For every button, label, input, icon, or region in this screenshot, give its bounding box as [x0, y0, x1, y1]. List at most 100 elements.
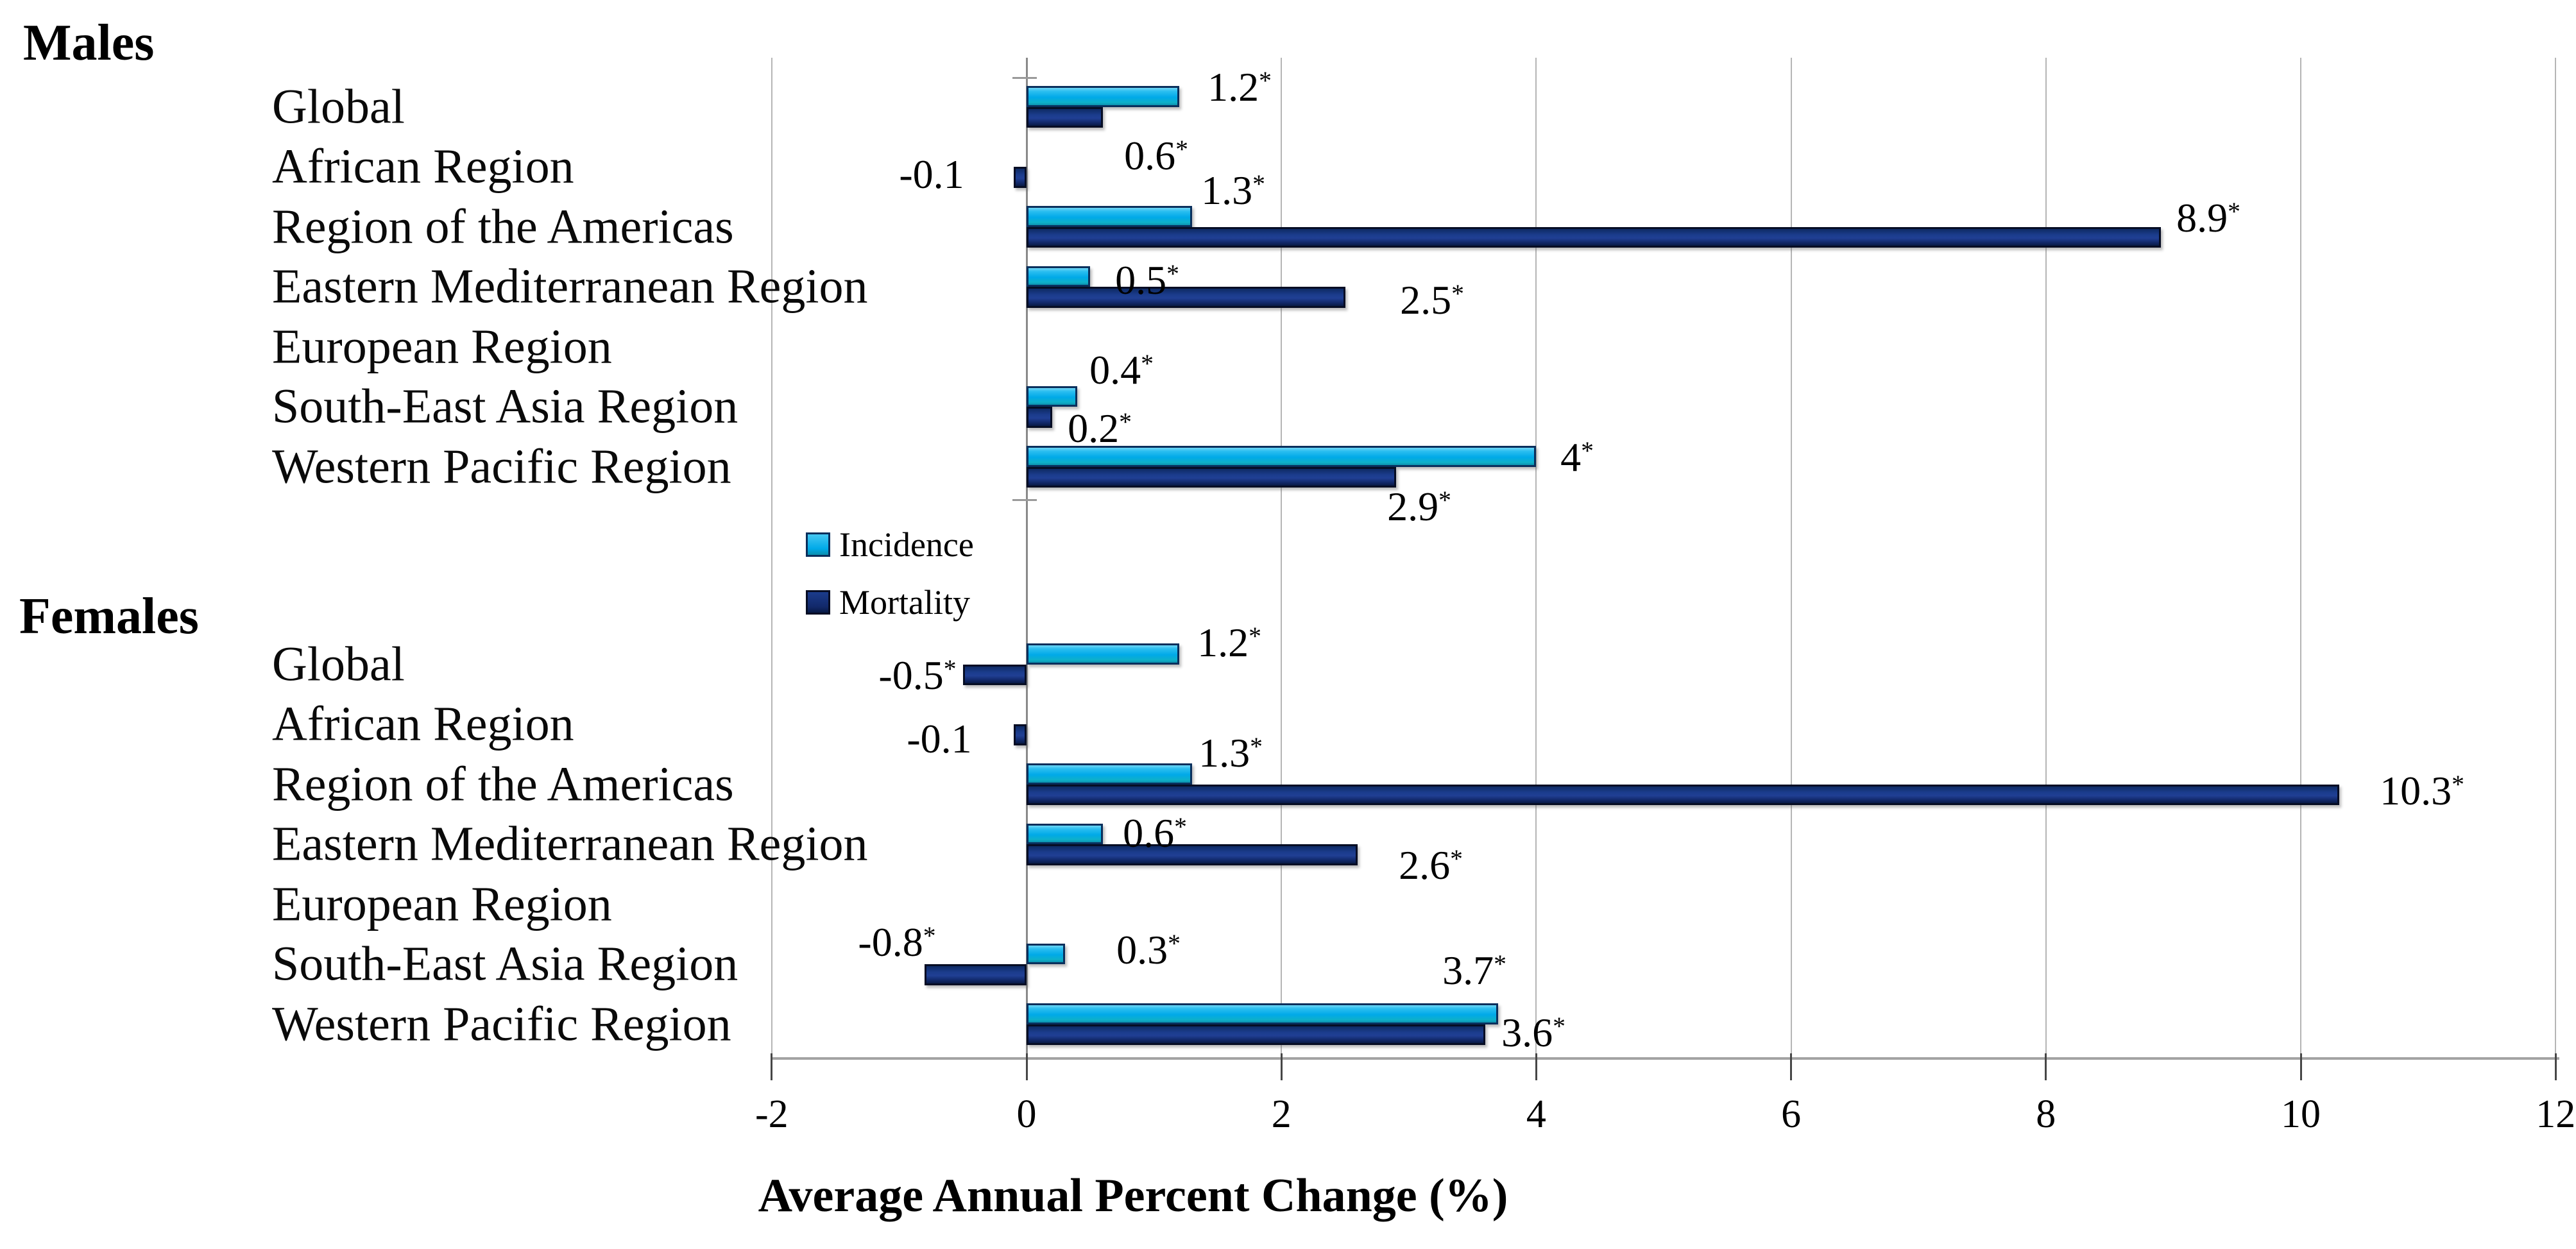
bar-males-mortality-5 [1027, 407, 1052, 428]
x-tick-label--2: -2 [755, 1092, 789, 1136]
x-tick-label-12: 12 [2536, 1092, 2576, 1136]
significance-asterisk: * [2452, 770, 2464, 799]
bar-females-mortality-1 [1014, 724, 1027, 745]
category-label-females-6: Western Pacific Region [272, 997, 731, 1051]
value-label-7: 0.4* [1089, 347, 1154, 393]
value-label-21: 3.6* [1501, 1010, 1565, 1055]
x-axis-line [771, 1057, 2560, 1060]
y-axis-tick-1 [1012, 499, 1037, 501]
significance-asterisk: * [1451, 280, 1464, 309]
bar-females-incidence-6 [1027, 1003, 1498, 1024]
significance-asterisk: * [1168, 930, 1181, 958]
gridline-4 [1535, 58, 1537, 1058]
value-label-3: 1.3* [1201, 167, 1265, 213]
legend-item-incidence: Incidence [806, 525, 974, 565]
x-tick-label-6: 6 [1781, 1092, 1802, 1136]
bar-males-incidence-0 [1027, 86, 1180, 107]
x-axis-tick-10 [2299, 1053, 2302, 1080]
category-label-females-3: Eastern Mediterranean Region [272, 817, 868, 871]
significance-asterisk: * [1494, 950, 1506, 979]
significance-asterisk: * [1175, 135, 1188, 164]
legend-label-mortality: Mortality [839, 583, 970, 622]
x-axis-title: Average Annual Percent Change (%) [758, 1169, 1508, 1222]
males-section-title: Males [23, 15, 155, 71]
bar-males-incidence-6 [1027, 446, 1537, 467]
bar-females-incidence-0 [1027, 643, 1180, 665]
bar-males-mortality-1 [1014, 167, 1027, 188]
significance-asterisk: * [2228, 198, 2240, 226]
x-axis-tick-0 [1025, 1053, 1028, 1080]
bar-females-mortality-2 [1027, 784, 2339, 805]
category-label-males-1: African Region [272, 139, 574, 194]
bar-females-incidence-5 [1027, 943, 1065, 964]
significance-asterisk: * [1249, 622, 1261, 651]
gridline-10 [2300, 58, 2301, 1058]
x-tick-label-10: 10 [2281, 1092, 2321, 1136]
x-tick-label-4: 4 [1526, 1092, 1546, 1136]
category-label-males-6: Western Pacific Region [272, 439, 731, 493]
category-label-females-2: Region of the Americas [272, 757, 734, 811]
significance-asterisk: * [1581, 437, 1594, 466]
gridline--2 [771, 58, 772, 1058]
significance-asterisk: * [1166, 260, 1179, 289]
x-tick-label-0: 0 [1016, 1092, 1037, 1136]
x-axis-tick-12 [2554, 1053, 2557, 1080]
value-label-20: 3.7* [1442, 947, 1506, 993]
bar-females-mortality-5 [925, 964, 1027, 985]
bar-males-mortality-3 [1027, 287, 1345, 308]
value-label-18: 0.3* [1116, 927, 1181, 973]
gridline-8 [2045, 58, 2047, 1058]
bar-males-incidence-3 [1027, 266, 1091, 287]
value-label-15: 10.3* [2380, 768, 2464, 813]
bar-males-mortality-0 [1027, 106, 1104, 128]
legend-swatch-incidence [806, 532, 830, 557]
significance-asterisk: * [1252, 170, 1265, 199]
category-label-males-0: Global [272, 80, 405, 133]
significance-asterisk: * [1250, 733, 1263, 761]
value-label-9: 4* [1560, 434, 1594, 480]
value-label-13: -0.1 [907, 716, 972, 761]
x-axis-tick-8 [2045, 1053, 2047, 1080]
significance-asterisk: * [1553, 1012, 1565, 1041]
bar-females-mortality-6 [1027, 1024, 1485, 1045]
value-label-8: 0.2* [1068, 405, 1132, 451]
value-label-11: 1.2* [1197, 620, 1261, 665]
significance-asterisk: * [1141, 350, 1154, 378]
x-tick-label-8: 8 [2036, 1092, 2056, 1136]
significance-asterisk: * [923, 922, 936, 951]
bar-females-mortality-0 [962, 664, 1027, 685]
value-label-19: -0.8* [858, 919, 936, 965]
category-label-females-0: Global [272, 637, 405, 691]
category-label-males-4: European Region [272, 319, 612, 373]
bar-males-incidence-2 [1027, 206, 1193, 227]
gridline-6 [1790, 58, 1792, 1058]
significance-asterisk: * [1119, 408, 1132, 437]
category-label-females-5: South-East Asia Region [272, 937, 738, 991]
value-label-4: 8.9* [2176, 195, 2240, 241]
value-label-17: 2.6* [1399, 842, 1463, 888]
significance-asterisk: * [1259, 67, 1272, 96]
category-label-males-5: South-East Asia Region [272, 379, 738, 434]
bar-females-incidence-2 [1027, 763, 1193, 785]
bar-females-incidence-3 [1027, 823, 1104, 844]
x-tick-label-2: 2 [1271, 1092, 1292, 1136]
value-label-10: 2.9* [1387, 484, 1451, 529]
gridline-12 [2555, 58, 2557, 1058]
x-axis-tick-2 [1280, 1053, 1283, 1080]
females-section-title: Females [19, 588, 199, 645]
category-label-females-1: African Region [272, 697, 574, 751]
zero-axis-line [1025, 58, 1028, 1058]
y-axis-tick-0 [1012, 77, 1037, 79]
significance-asterisk: * [943, 655, 957, 684]
x-axis-tick-6 [1790, 1053, 1793, 1080]
significance-asterisk: * [1438, 486, 1451, 515]
value-label-0: 1.2* [1207, 64, 1272, 110]
legend-item-mortality: Mortality [806, 582, 974, 622]
value-label-2: -0.1 [899, 151, 964, 197]
x-axis-tick--2 [771, 1053, 773, 1080]
value-label-6: 2.5* [1400, 277, 1464, 323]
category-label-males-3: Eastern Mediterranean Region [272, 259, 868, 314]
value-label-16: 0.6* [1123, 810, 1187, 856]
legend: Incidence Mortality [806, 525, 974, 640]
